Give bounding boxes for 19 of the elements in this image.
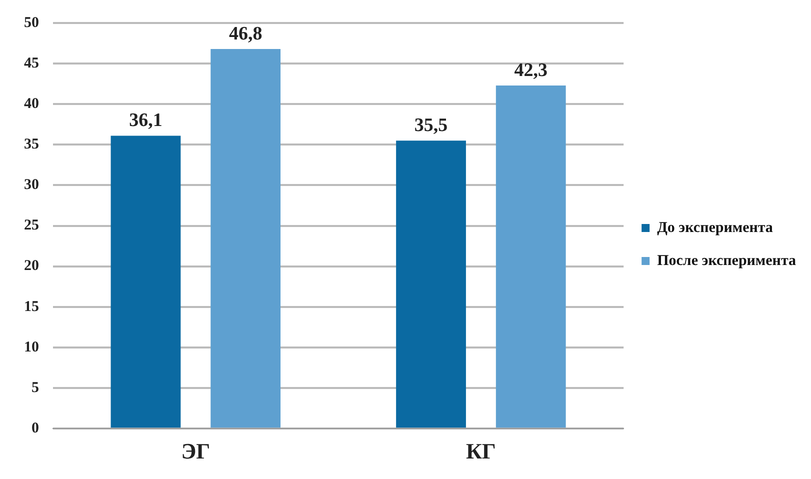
y-tick-label: 35 [24, 136, 39, 153]
y-tick-label: 0 [32, 420, 39, 436]
y-tick-label: 45 [24, 55, 39, 72]
data-label: 46,8 [228, 23, 262, 44]
legend-label: До эксперимента [657, 220, 774, 236]
x-tick-label: ЭГ [181, 438, 210, 464]
y-tick-label: 25 [24, 218, 39, 234]
x-tick-label: КГ [466, 438, 496, 464]
data-label: 42,3 [514, 60, 548, 81]
y-tick-label: 20 [24, 258, 39, 274]
legend-label: После эксперимента [657, 252, 796, 269]
y-tick-label: 40 [24, 96, 39, 112]
y-tick-label: 15 [24, 298, 39, 315]
data-label: 36,1 [129, 110, 162, 132]
y-tick-label: 10 [24, 339, 39, 356]
data-label: 35,5 [414, 115, 448, 136]
y-tick-label: 30 [24, 177, 39, 194]
y-tick-label: 5 [32, 380, 39, 396]
y-tick-label: 50 [24, 14, 39, 31]
